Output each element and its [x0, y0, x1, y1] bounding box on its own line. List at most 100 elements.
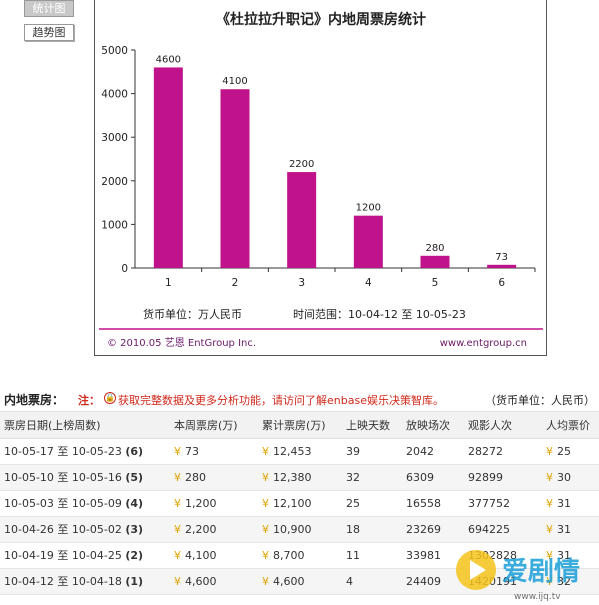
cell-date: 10-04-19 至 10-04-25 (2)	[4, 549, 144, 562]
cell-days: 32	[346, 470, 360, 484]
x-tick-label: 5	[432, 277, 439, 289]
cell-days: 11	[346, 548, 360, 562]
cell-avg-price: ¥30	[546, 470, 571, 484]
bar	[220, 89, 250, 269]
week-number: (2)	[125, 549, 144, 562]
table-row: 10-05-03 至 10-05-09 (4) ¥1,200 ¥12,100 25 16…	[0, 490, 599, 516]
cell-admissions: 1302828	[468, 548, 517, 562]
yen-icon: ¥	[546, 548, 553, 562]
table-row: 10-05-17 至 10-05-23 (6) ¥73 ¥12,453 39 2042 2…	[0, 438, 599, 464]
cell-admissions: 92899	[468, 470, 503, 484]
cell-date: 10-05-17 至 10-05-23 (6)	[4, 445, 144, 458]
cell-avg-price: ¥31	[546, 548, 571, 562]
yen-icon: ¥	[174, 548, 181, 562]
cell-avg-price: ¥31	[546, 522, 571, 536]
yen-icon: ¥	[546, 574, 553, 588]
enbase-link[interactable]: 获取完整数据及更多分析功能，请访问了解enbase娱乐决策智库。	[118, 394, 444, 407]
cell-admissions: 377752	[468, 496, 510, 510]
yen-icon: ¥	[262, 522, 269, 536]
yen-icon: ¥	[546, 522, 553, 536]
table-row: 10-04-19 至 10-04-25 (2) ¥4,100 ¥8,700 11 339…	[0, 542, 599, 568]
cell-date: 10-05-03 至 10-05-09 (4)	[4, 497, 144, 510]
cell-screenings: 6309	[406, 470, 434, 484]
col-total: 累计票房(万)	[262, 418, 326, 432]
cell-date: 10-04-12 至 10-04-18 (1)	[4, 575, 144, 588]
bar	[153, 67, 183, 268]
bar-chart: 《杜拉拉升职记》内地周票房统计 0 1000 2000 3000 4000 5000 4600…	[99, 11, 543, 349]
yen-icon: ¥	[262, 444, 269, 458]
cell-screenings: 2042	[406, 444, 434, 458]
bar	[420, 255, 450, 268]
cell-total: ¥8,700	[262, 548, 305, 562]
col-weekly: 本周票房(万)	[174, 418, 238, 432]
box-office-section: 内地票房： 注： 🔒 获取完整数据及更多分析功能，请访问了解enbase娱乐决策…	[0, 386, 599, 595]
cell-avg-price: ¥31	[546, 496, 571, 510]
cell-total: ¥12,100	[262, 496, 312, 510]
bar-data-label: 4600	[156, 54, 181, 65]
copyright-text: © 2010.05 艺恩 EntGroup Inc.	[107, 337, 256, 349]
bar	[353, 215, 383, 268]
yen-icon: ¥	[546, 470, 553, 484]
bar-data-label: 2200	[289, 159, 314, 170]
cell-days: 4	[346, 574, 353, 588]
x-tick-label: 1	[165, 277, 172, 289]
y-tick-label: 4000	[101, 89, 128, 101]
lock-icon: 🔒	[104, 392, 116, 404]
yen-icon: ¥	[174, 496, 181, 510]
chart-panel: 《杜拉拉升职记》内地周票房统计 0 1000 2000 3000 4000 5000 4600…	[94, 0, 547, 356]
col-screenings: 放映场次	[406, 418, 450, 432]
bar-data-label: 4100	[222, 76, 247, 87]
x-tick-label: 2	[232, 277, 239, 289]
cell-days: 25	[346, 496, 360, 510]
box-office-table: 票房日期(上榜周数) 本周票房(万) 累计票房(万) 上映天数 放映场次 观影人…	[0, 412, 599, 595]
bar-data-label: 280	[425, 243, 444, 254]
bar-data-label: 1200	[356, 203, 381, 214]
currency-unit: （货币单位：人民币）	[485, 394, 595, 407]
cell-total: ¥10,900	[262, 522, 312, 536]
yen-icon: ¥	[546, 496, 553, 510]
week-number: (1)	[125, 575, 144, 588]
cell-avg-price: ¥25	[546, 444, 571, 458]
table-row: 10-04-26 至 10-05-02 (3) ¥2,200 ¥10,900 18 23…	[0, 516, 599, 542]
cell-days: 39	[346, 444, 360, 458]
cell-date: 10-04-26 至 10-05-02 (3)	[4, 523, 144, 536]
yen-icon: ¥	[174, 444, 181, 458]
yen-icon: ¥	[546, 444, 553, 458]
y-tick-label: 3000	[101, 132, 128, 144]
currency-note: 货币单位：万人民币	[143, 307, 242, 321]
y-tick-label: 1000	[101, 219, 128, 231]
cell-screenings: 16558	[406, 496, 441, 510]
col-date: 票房日期(上榜周数)	[4, 418, 101, 432]
yen-icon: ¥	[262, 496, 269, 510]
cell-screenings: 24409	[406, 574, 441, 588]
x-tick-label: 3	[298, 277, 305, 289]
bar	[287, 172, 317, 268]
col-admissions: 观影人次	[468, 418, 512, 432]
yen-icon: ¥	[262, 574, 269, 588]
yen-icon: ¥	[262, 548, 269, 562]
week-number: (6)	[125, 445, 144, 458]
table-row: 10-04-12 至 10-04-18 (1) ¥4,600 ¥4,600 4 2440…	[0, 568, 599, 594]
tab-trend[interactable]: 趋势图	[24, 24, 74, 41]
week-number: (3)	[125, 523, 144, 536]
week-number: (5)	[125, 471, 144, 484]
x-tick-label: 6	[498, 277, 505, 289]
week-number: (4)	[125, 497, 144, 510]
yen-icon: ¥	[174, 470, 181, 484]
y-tick-label: 5000	[101, 45, 128, 57]
cell-total: ¥12,380	[262, 470, 312, 484]
cell-avg-price: ¥32	[546, 574, 571, 588]
tab-chart[interactable]: 统计图	[24, 0, 74, 17]
x-tick-label: 4	[365, 277, 372, 289]
cell-days: 18	[346, 522, 360, 536]
notice-row: 内地票房： 注： 🔒 获取完整数据及更多分析功能，请访问了解enbase娱乐决策…	[0, 386, 599, 412]
cell-weekly: ¥4,600	[174, 574, 217, 588]
notice-prefix: 注：	[78, 394, 100, 407]
cell-weekly: ¥4,100	[174, 548, 217, 562]
cell-admissions: 1420191	[468, 574, 517, 588]
table-row: 10-05-10 至 10-05-16 (5) ¥280 ¥12,380 32 6309…	[0, 464, 599, 490]
col-days: 上映天数	[346, 418, 390, 432]
cell-total: ¥4,600	[262, 574, 305, 588]
yen-icon: ¥	[174, 522, 181, 536]
table-header-row: 票房日期(上榜周数) 本周票房(万) 累计票房(万) 上映天数 放映场次 观影人…	[0, 412, 599, 438]
